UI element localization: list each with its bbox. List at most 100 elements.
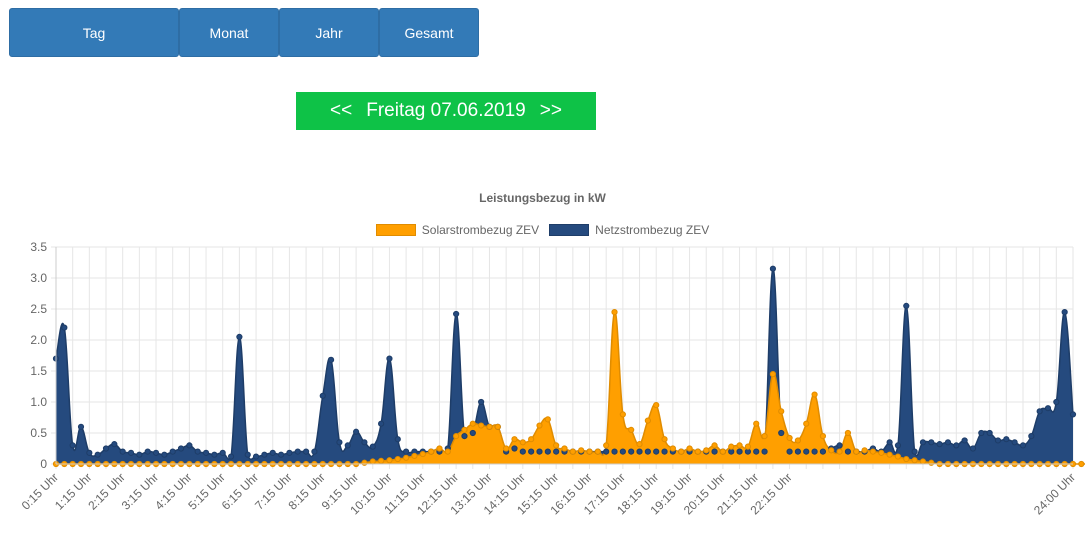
data-point-grid[interactable] bbox=[1069, 411, 1077, 418]
tab-day[interactable]: Tag bbox=[9, 8, 179, 57]
data-point-grid[interactable] bbox=[936, 441, 943, 448]
data-point-solar[interactable] bbox=[886, 451, 893, 458]
data-point-solar[interactable] bbox=[653, 402, 660, 409]
data-point-solar[interactable] bbox=[711, 442, 718, 449]
data-point-grid[interactable] bbox=[653, 448, 660, 455]
data-point-grid[interactable] bbox=[844, 448, 852, 455]
data-point-solar[interactable] bbox=[703, 447, 710, 454]
data-point-grid[interactable] bbox=[352, 428, 360, 435]
data-point-grid[interactable] bbox=[1019, 442, 1027, 449]
data-point-grid[interactable] bbox=[753, 448, 760, 455]
data-point-solar[interactable] bbox=[436, 445, 443, 452]
tab-year[interactable]: Jahr bbox=[279, 8, 379, 57]
data-point-solar[interactable] bbox=[861, 447, 868, 454]
data-point-solar[interactable] bbox=[519, 439, 526, 446]
data-point-grid[interactable] bbox=[1003, 436, 1010, 443]
data-point-grid[interactable] bbox=[227, 453, 235, 460]
data-point-solar[interactable] bbox=[753, 420, 760, 427]
data-point-solar[interactable] bbox=[378, 457, 385, 464]
data-point-grid[interactable] bbox=[461, 433, 468, 440]
data-point-grid[interactable] bbox=[186, 442, 193, 449]
data-point-grid[interactable] bbox=[661, 448, 668, 455]
data-point-grid[interactable] bbox=[177, 445, 185, 452]
data-point-grid[interactable] bbox=[403, 448, 410, 455]
data-point-grid[interactable] bbox=[327, 356, 335, 363]
data-point-solar[interactable] bbox=[928, 459, 935, 466]
data-point-grid[interactable] bbox=[544, 448, 551, 455]
data-point-grid[interactable] bbox=[252, 453, 260, 460]
data-point-grid[interactable] bbox=[711, 448, 718, 455]
data-point-grid[interactable] bbox=[127, 449, 135, 456]
data-point-solar[interactable] bbox=[628, 426, 635, 433]
data-point-grid[interactable] bbox=[619, 448, 626, 455]
data-point-grid[interactable] bbox=[744, 448, 751, 455]
data-point-grid[interactable] bbox=[144, 448, 151, 455]
data-point-grid[interactable] bbox=[786, 448, 793, 455]
data-point-grid[interactable] bbox=[261, 451, 268, 458]
data-point-grid[interactable] bbox=[269, 449, 276, 456]
data-point-grid[interactable] bbox=[286, 449, 293, 456]
data-point-grid[interactable] bbox=[894, 442, 902, 449]
data-point-solar[interactable] bbox=[453, 433, 460, 440]
data-point-solar[interactable] bbox=[528, 436, 535, 443]
data-point-grid[interactable] bbox=[94, 451, 101, 458]
data-point-solar[interactable] bbox=[553, 442, 560, 449]
data-point-grid[interactable] bbox=[277, 451, 285, 458]
data-point-grid[interactable] bbox=[911, 448, 918, 455]
data-point-grid[interactable] bbox=[1036, 408, 1043, 415]
data-point-solar[interactable] bbox=[369, 458, 376, 465]
data-point-grid[interactable] bbox=[344, 442, 351, 449]
data-point-solar[interactable] bbox=[819, 433, 827, 440]
data-point-solar[interactable] bbox=[461, 426, 468, 433]
data-point-grid[interactable] bbox=[511, 445, 518, 452]
data-point-solar[interactable] bbox=[486, 423, 493, 430]
data-point-solar[interactable] bbox=[736, 442, 743, 449]
data-point-grid[interactable] bbox=[961, 437, 968, 444]
next-day-button[interactable]: >> bbox=[539, 100, 562, 121]
data-point-solar[interactable] bbox=[911, 457, 918, 464]
tab-month[interactable]: Monat bbox=[179, 8, 279, 57]
data-point-solar[interactable] bbox=[669, 445, 676, 452]
data-point-solar[interactable] bbox=[636, 441, 643, 448]
data-point-grid[interactable] bbox=[636, 448, 643, 455]
data-point-grid[interactable] bbox=[219, 449, 226, 456]
data-point-solar[interactable] bbox=[469, 420, 476, 427]
data-point-grid[interactable] bbox=[736, 448, 743, 455]
data-point-solar[interactable] bbox=[428, 448, 435, 455]
data-point-solar[interactable] bbox=[778, 408, 785, 415]
data-point-solar[interactable] bbox=[878, 449, 885, 456]
data-point-grid[interactable] bbox=[453, 310, 460, 318]
data-point-solar[interactable] bbox=[919, 458, 927, 465]
data-point-grid[interactable] bbox=[536, 448, 543, 455]
data-point-solar[interactable] bbox=[761, 433, 768, 440]
data-point-grid[interactable] bbox=[528, 448, 535, 455]
data-point-grid[interactable] bbox=[311, 448, 318, 455]
data-point-grid[interactable] bbox=[628, 448, 635, 455]
data-point-solar[interactable] bbox=[361, 459, 368, 466]
data-point-grid[interactable] bbox=[519, 448, 526, 455]
data-point-grid[interactable] bbox=[1053, 398, 1060, 406]
data-point-grid[interactable] bbox=[469, 429, 476, 437]
data-point-grid[interactable] bbox=[336, 439, 343, 446]
data-point-grid[interactable] bbox=[928, 439, 935, 446]
data-point-grid[interactable] bbox=[61, 324, 68, 331]
data-point-grid[interactable] bbox=[811, 448, 818, 455]
data-point-grid[interactable] bbox=[836, 442, 843, 449]
data-point-solar[interactable] bbox=[828, 447, 835, 454]
data-point-solar[interactable] bbox=[686, 445, 693, 452]
data-point-solar[interactable] bbox=[694, 448, 701, 455]
data-point-grid[interactable] bbox=[77, 423, 85, 430]
data-point-grid[interactable] bbox=[953, 442, 960, 449]
data-point-solar[interactable] bbox=[619, 411, 626, 418]
tab-total[interactable]: Gesamt bbox=[379, 8, 479, 57]
data-point-solar[interactable] bbox=[386, 457, 393, 464]
data-point-grid[interactable] bbox=[794, 448, 802, 455]
data-point-grid[interactable] bbox=[903, 302, 910, 309]
data-point-grid[interactable] bbox=[978, 429, 985, 437]
data-point-solar[interactable] bbox=[411, 452, 418, 460]
data-point-solar[interactable] bbox=[419, 450, 426, 458]
data-point-grid[interactable] bbox=[361, 439, 368, 446]
data-point-solar[interactable] bbox=[444, 448, 451, 455]
data-point-grid[interactable] bbox=[769, 265, 777, 272]
data-point-solar[interactable] bbox=[719, 448, 726, 455]
